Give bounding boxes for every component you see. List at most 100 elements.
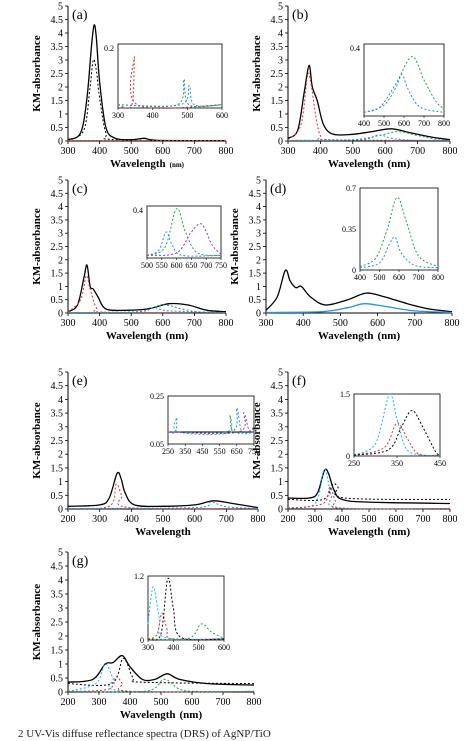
inset-a: 300 400 500 600 0.2 [104, 43, 228, 120]
inset-frame [363, 43, 445, 117]
series-line [67, 471, 259, 509]
inset-x-tick-label: 550 [214, 447, 226, 456]
y-tick-label: 4 [58, 395, 63, 406]
x-tick-label: 700 [416, 514, 431, 525]
y-tick-label: 0.5 [51, 674, 64, 685]
inset-y-tick-label: 1.5 [340, 390, 350, 399]
series-line [287, 468, 451, 505]
panel-label: (e) [72, 374, 88, 389]
panel-label: (f) [292, 374, 306, 389]
series-line [67, 501, 259, 509]
y-axis-label: KM-absorbance [31, 35, 43, 112]
inset-x-tick-label: 500 [378, 119, 390, 128]
inset-x-tick-label: 600 [218, 643, 230, 652]
y-tick-label: 3 [58, 56, 63, 67]
inset-x-tick-label: 550 [156, 261, 168, 270]
x-tick-label: 800 [251, 514, 266, 525]
inset-y-tick-label: 0 [140, 636, 144, 645]
inset-y-tick-label: 0.4 [350, 44, 360, 53]
y-tick-label: 2.5 [271, 436, 284, 447]
x-tick-label: 400 [92, 318, 107, 329]
y-tick-label: 0.5 [271, 491, 284, 502]
x-tick-label: 600 [370, 318, 385, 329]
x-axis-label: Wavelength (nm) [328, 526, 411, 538]
panel-c: 0 0.5 1 1.5 2 2.5 3 3.5 4 4.5 5 300 400 500 600 700 800 W… [31, 176, 234, 343]
y-tick-label: 4.5 [271, 381, 284, 392]
y-tick-label: 1 [278, 110, 283, 121]
y-tick-label: 2 [58, 450, 63, 461]
inset-x-tick-label: 300 [142, 643, 154, 652]
y-tick-label: 0.5 [51, 491, 64, 502]
inset-y-tick-label: 0.7 [346, 184, 356, 193]
x-tick-label: 500 [362, 514, 377, 525]
y-tick-label: 1 [58, 477, 63, 488]
series-line [287, 64, 451, 141]
y-tick-label: 2.5 [271, 69, 284, 80]
inset-x-tick-label: 800 [432, 273, 444, 282]
y-tick-label: 0 [58, 137, 63, 148]
y-tick-label: 0 [58, 688, 63, 699]
inset-y-tick-label: 0.25 [150, 392, 164, 401]
series-line [67, 307, 227, 313]
y-tick-label: 1.5 [51, 463, 64, 474]
x-axis-unit: (nm) [180, 709, 203, 721]
inset-x-tick-label: 500 [374, 273, 386, 282]
x-tick-label: 700 [410, 146, 425, 157]
y-tick-label: 5 [58, 548, 63, 559]
y-tick-label: 2 [278, 83, 283, 94]
inset-y-tick-label: 0.4 [133, 206, 143, 215]
inset-series-line [359, 196, 439, 267]
y-tick-label: 3 [278, 56, 283, 67]
y-tick-label: 2.5 [51, 69, 64, 80]
y-tick-label: 2.5 [51, 242, 64, 253]
y-tick-label: 1.5 [271, 96, 284, 107]
y-tick-label: 0.5 [51, 295, 64, 306]
x-axis-unit: (nm) [388, 526, 411, 538]
y-tick-label: 2 [256, 255, 261, 266]
y-tick-label: 1 [58, 110, 63, 121]
inset-series-line [353, 393, 441, 456]
y-axis-label: KM-absorbance [229, 208, 241, 285]
x-tick-label: 200 [61, 697, 76, 708]
x-tick-label: 300 [92, 697, 107, 708]
inset-x-tick-label: 250 [348, 459, 360, 468]
y-axis-label: KM-absorbance [251, 402, 263, 479]
inset-y-tick-label: 0.05 [150, 440, 164, 449]
x-tick-label: 400 [124, 514, 139, 525]
y-tick-label: 4.5 [51, 189, 64, 200]
inset-x-tick-label: 250 [162, 447, 174, 456]
inset-x-tick-label: 500 [193, 643, 205, 652]
inset-x-tick-label: 700 [200, 261, 212, 270]
inset-x-tick-label: 800 [438, 119, 450, 128]
x-tick-label: 300 [92, 514, 107, 525]
x-tick-label: 700 [187, 146, 202, 157]
x-axis-unit: (nm) [378, 330, 401, 342]
inset-x-tick-label: 650 [231, 447, 243, 456]
y-tick-label: 4 [278, 29, 283, 40]
x-tick-label: 800 [219, 146, 234, 157]
inset-frame [353, 393, 441, 457]
inset-x-tick-label: 400 [167, 643, 179, 652]
panel-g: 0 0.5 1 1.5 2 2.5 3 3.5 4 4.5 5 200 300 400 500 600 700 8… [31, 548, 262, 722]
x-axis-unit: (nm) [166, 330, 189, 342]
inset-frame [167, 395, 255, 445]
inset-x-tick-label: 600 [398, 119, 410, 128]
y-tick-label: 0 [58, 309, 63, 320]
x-tick-label: 700 [187, 318, 202, 329]
series-line [67, 304, 227, 314]
y-tick-label: 5 [58, 2, 63, 13]
inset-series-line [147, 612, 225, 641]
inset-frame [146, 205, 222, 259]
inset-series-line [363, 74, 445, 113]
inset-d: 400 500 600 700 800 0 0.35 0.7 [342, 184, 444, 282]
x-tick-label: 400 [296, 318, 311, 329]
inset-series-line [147, 577, 225, 641]
series-line [287, 486, 451, 510]
inset-series-line [359, 236, 439, 269]
x-axis-label: Wavelength (nm) [110, 158, 185, 170]
y-tick-label: 2.5 [51, 618, 64, 629]
y-tick-label: 2 [278, 450, 283, 461]
y-tick-label: 2 [58, 632, 63, 643]
inset-x-tick-label: 350 [391, 459, 403, 468]
